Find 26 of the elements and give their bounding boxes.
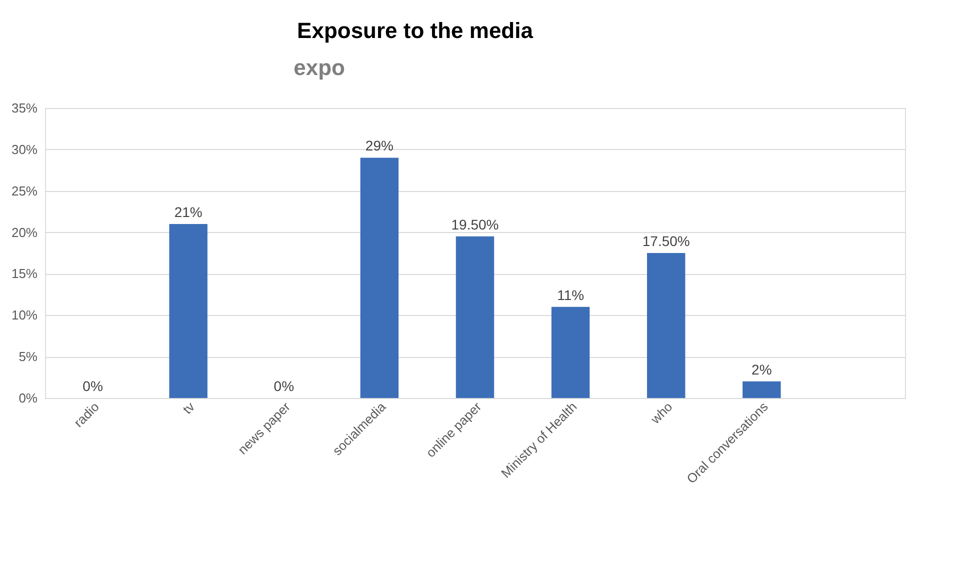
x-tick-label: who bbox=[647, 399, 676, 428]
data-label: 29% bbox=[365, 138, 394, 154]
bar bbox=[551, 306, 590, 398]
bar bbox=[169, 224, 208, 398]
y-tick-label: 35% bbox=[11, 100, 38, 116]
text: expo bbox=[294, 55, 345, 80]
data-label: 19.50% bbox=[451, 216, 499, 232]
y-tick-label: 0% bbox=[18, 390, 38, 406]
data-label: 11% bbox=[557, 286, 584, 303]
y-tick-label: 30% bbox=[11, 142, 38, 157]
bar bbox=[360, 158, 399, 398]
data-label: 0% bbox=[274, 378, 294, 394]
bar bbox=[647, 253, 686, 398]
data-label: 21% bbox=[174, 204, 202, 220]
y-tick-label: 20% bbox=[11, 224, 38, 240]
data-label: 0% bbox=[82, 378, 103, 394]
chart-title: Exposure to the media bbox=[297, 18, 534, 43]
x-tick-label: tv bbox=[180, 398, 198, 417]
y-tick-label: 5% bbox=[18, 349, 38, 364]
y-tick-label: 15% bbox=[11, 266, 38, 282]
data-label: 17.50% bbox=[642, 233, 690, 249]
data-label: 2% bbox=[752, 361, 772, 378]
bar bbox=[742, 381, 781, 398]
y-tick-label: 10% bbox=[11, 308, 38, 323]
y-tick-label: 25% bbox=[11, 183, 38, 198]
bar bbox=[456, 236, 494, 398]
